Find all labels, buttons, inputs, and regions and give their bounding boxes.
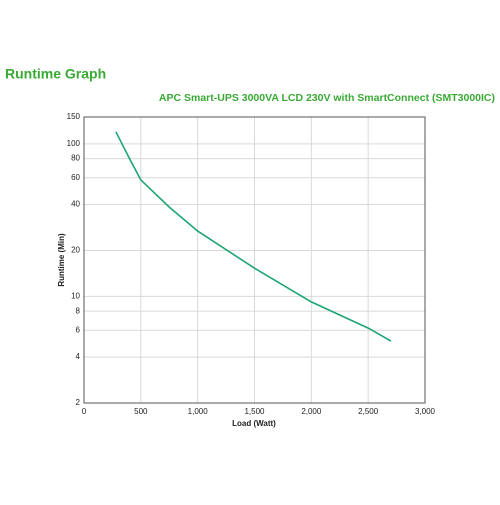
y-tick-label: 10	[71, 291, 80, 300]
x-axis-label: Load (Watt)	[232, 419, 276, 428]
y-tick-label: 2	[76, 398, 81, 407]
y-tick-label: 150	[67, 112, 81, 121]
y-tick-label: 8	[76, 306, 81, 315]
data-line	[115, 131, 392, 342]
x-tick-label: 1,000	[188, 407, 209, 416]
x-tick-label: 1,500	[244, 407, 265, 416]
x-tick-label: 0	[82, 407, 87, 416]
y-tick-label: 4	[76, 352, 81, 361]
x-tick-label: 500	[134, 407, 148, 416]
y-tick-label: 80	[71, 154, 80, 163]
x-tick-label: 2,500	[358, 407, 379, 416]
y-tick-label: 40	[71, 200, 80, 209]
y-tick-label: 100	[67, 139, 81, 148]
y-tick-label: 60	[71, 173, 80, 182]
chart-subtitle: APC Smart-UPS 3000VA LCD 230V with Smart…	[159, 92, 495, 104]
y-axis-label: Runtime (Min)	[57, 233, 66, 287]
y-tick-label: 6	[76, 325, 81, 334]
x-tick-label: 3,000	[415, 407, 436, 416]
y-tick-label: 20	[71, 246, 80, 255]
x-tick-label: 2,000	[301, 407, 322, 416]
plot-frame	[83, 116, 426, 404]
chart-title: Runtime Graph	[5, 66, 106, 82]
